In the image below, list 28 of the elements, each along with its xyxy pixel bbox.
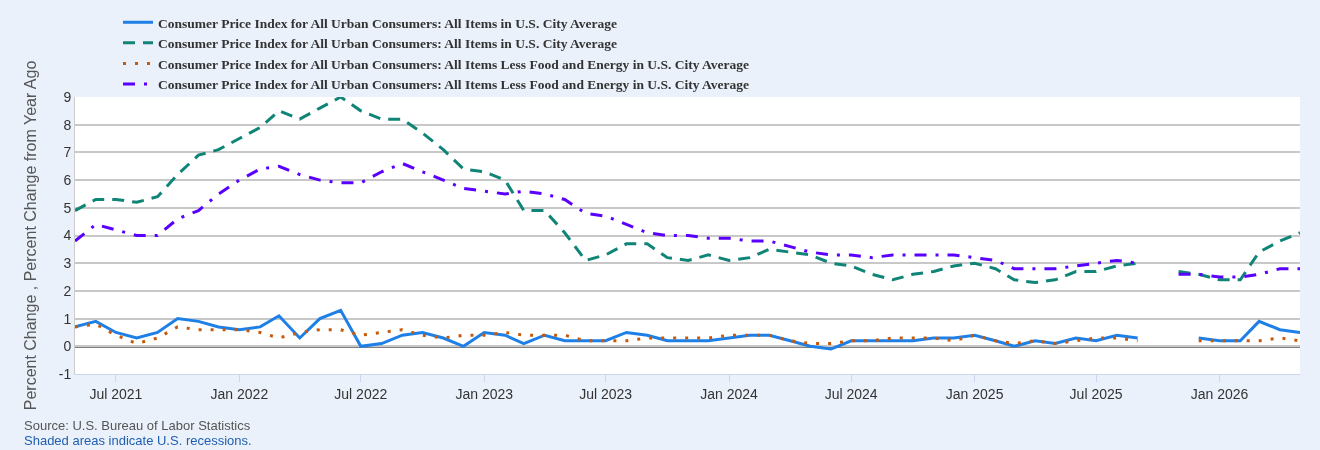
x-tick-label: Jan 2024 <box>700 385 759 402</box>
y-tick-label: 9 <box>63 88 72 105</box>
y-tick-label: -1 <box>58 365 72 382</box>
x-tick-label: Jan 2023 <box>455 385 514 402</box>
y-tick-label: 8 <box>63 116 72 133</box>
y-tick-label: 2 <box>63 282 72 299</box>
legend-label: Consumer Price Index for All Urban Consumers: All Items in U.S. City Average <box>158 15 617 31</box>
x-tick-label: Jul 2022 <box>334 385 388 402</box>
legend-label: Consumer Price Index for All Urban Consumers: All Items in U.S. City Average <box>158 36 617 52</box>
y-tick-label: 4 <box>63 227 72 244</box>
y-tick-label: 1 <box>63 310 72 327</box>
source-note: Source: U.S. Bureau of Labor Statistics <box>24 418 251 433</box>
x-tick-label: Jan 2025 <box>945 385 1004 402</box>
text: Shaded areas indicate U.S. recessions. <box>24 433 252 448</box>
x-tick-label: Jul 2025 <box>1069 385 1123 402</box>
y-axis-title: Percent Change , Percent Change from Year Ago <box>21 60 39 411</box>
legend-label: Consumer Price Index for All Urban Consumers: All Items Less Food and Energy in U.S. City Average <box>158 56 750 72</box>
x-tick-label: Jul 2021 <box>89 385 143 402</box>
y-tick-label: 6 <box>63 172 72 188</box>
x-tick-label: Jul 2024 <box>824 385 878 402</box>
legend-label: Consumer Price Index for All Urban Consumers: All Items Less Food and Energy in U.S. City Average <box>158 77 750 93</box>
x-tick-label: Jan 2022 <box>210 385 269 402</box>
y-tick-label: 5 <box>63 199 72 216</box>
y-tick-label: 0 <box>63 338 72 355</box>
x-tick-label: Jul 2023 <box>579 385 633 402</box>
x-tick-label: Jan 2026 <box>1190 385 1249 402</box>
y-tick-label: 7 <box>63 144 72 161</box>
y-tick-label: 3 <box>63 255 72 272</box>
